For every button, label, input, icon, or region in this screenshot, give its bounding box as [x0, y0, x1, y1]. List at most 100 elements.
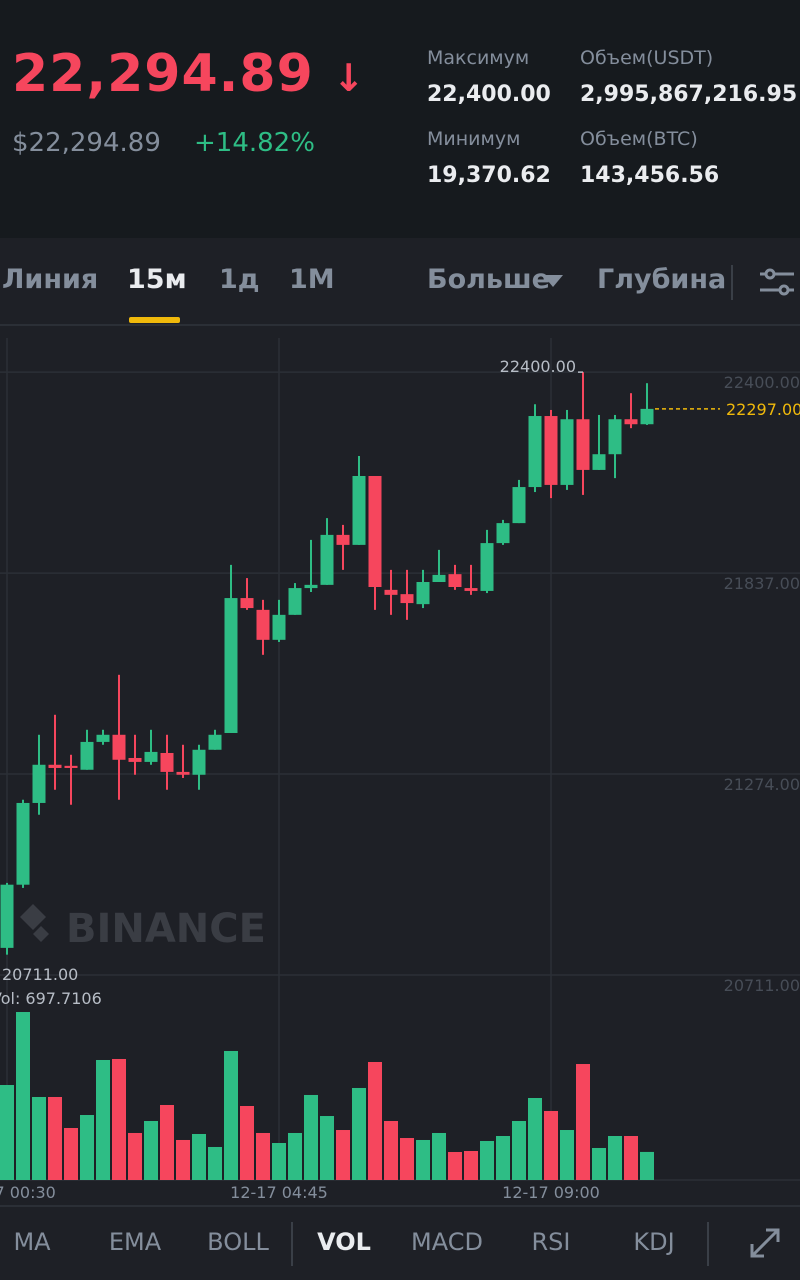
- volume-bar: [224, 1050, 238, 1180]
- volume-bar: [592, 1147, 606, 1180]
- stat-value: 143,456.56: [580, 163, 720, 188]
- candle-body: [624, 419, 638, 425]
- volume-bar: [0, 1085, 14, 1180]
- volume-bar: [304, 1094, 318, 1180]
- grid: [0, 338, 800, 1180]
- volume-bar: [128, 1132, 142, 1180]
- candle-body: [176, 771, 190, 775]
- indicator[interactable]: RSI: [531, 1228, 571, 1256]
- settings-icon[interactable]: [760, 268, 794, 296]
- volume-bar: [32, 1096, 46, 1180]
- candle-body: [640, 408, 654, 425]
- tab[interactable]: 1М: [289, 264, 335, 295]
- volume-bar: [288, 1132, 302, 1180]
- tab[interactable]: Глубина: [597, 264, 727, 295]
- volume-bar: [416, 1139, 430, 1180]
- volume-bar: [192, 1133, 206, 1180]
- volume-bar: [640, 1151, 654, 1180]
- volume-bar: [560, 1130, 574, 1180]
- volume-bar: [256, 1132, 270, 1180]
- volume-bar: [352, 1087, 366, 1180]
- volume-bar: [448, 1152, 462, 1180]
- candle-body: [336, 534, 350, 545]
- candle-body: [544, 416, 558, 485]
- candle-body: [448, 574, 462, 588]
- tab[interactable]: Линия: [2, 264, 99, 295]
- volume-bar: [208, 1146, 222, 1180]
- candle-body: [352, 475, 366, 545]
- candle-body: [304, 584, 318, 589]
- candle-body: [416, 582, 430, 605]
- header: 22,294.89 ↓ $22,294.89 +14.82% Максимум …: [0, 0, 800, 238]
- indicator[interactable]: EMA: [108, 1228, 162, 1256]
- candle-body: [464, 588, 478, 591]
- candle-body: [592, 454, 606, 470]
- volume-bar: [96, 1059, 110, 1180]
- volume-bar: [512, 1121, 526, 1180]
- tab[interactable]: 15м: [127, 264, 187, 295]
- volume-bar: [240, 1106, 254, 1180]
- volume-bar: [320, 1116, 334, 1180]
- volume-label: Vol: 697.7106: [0, 989, 102, 1008]
- y-tick-label: 20711.00: [724, 976, 800, 995]
- volume-bar: [176, 1139, 190, 1180]
- candle-body: [0, 884, 14, 948]
- indicator[interactable]: VOL: [317, 1228, 371, 1256]
- volume-bar: [400, 1138, 414, 1180]
- volume-bar: [112, 1058, 126, 1180]
- volume-bar: [544, 1110, 558, 1180]
- candle-body: [496, 523, 510, 544]
- candle-body: [192, 749, 206, 775]
- x-tick-label: 12-17 09:00: [502, 1183, 600, 1202]
- candle-body: [144, 751, 158, 762]
- volume-bar: [64, 1127, 78, 1180]
- tab[interactable]: 1д: [219, 264, 260, 295]
- candle-body: [240, 598, 254, 609]
- y-tick-label: 21837.00: [724, 574, 800, 593]
- watermark: BINANCE: [66, 906, 266, 952]
- candle-body: [560, 419, 574, 485]
- price-arrow: ↓: [332, 56, 366, 100]
- candle-body: [480, 543, 494, 591]
- watermark-logo: [20, 904, 49, 942]
- candle-body: [80, 741, 94, 770]
- candle-body: [128, 757, 142, 762]
- candle-body: [384, 589, 398, 595]
- volume-bar: [528, 1097, 542, 1180]
- volume-bar: [608, 1136, 622, 1180]
- candle-body: [32, 764, 46, 803]
- stat-value: 2,995,867,216.95: [580, 82, 798, 107]
- volume-bar: [160, 1104, 174, 1180]
- volume-bar: [624, 1136, 638, 1180]
- volume-bar: [384, 1121, 398, 1180]
- x-tick-label: 12-17 04:45: [230, 1183, 328, 1202]
- expand-icon[interactable]: [750, 1228, 780, 1258]
- indicator[interactable]: MACD: [411, 1228, 483, 1256]
- candle-body: [208, 734, 222, 750]
- volume-bar: [368, 1062, 382, 1180]
- stat-label: Объем(USDT): [580, 47, 714, 69]
- x-tick-label: 12-17 00:30: [0, 1183, 56, 1202]
- indicator[interactable]: KDJ: [633, 1228, 675, 1256]
- candle-body: [288, 588, 302, 615]
- candle-body: [608, 419, 622, 455]
- candle-body: [512, 487, 526, 524]
- last-price-label: 22297.00: [726, 400, 800, 419]
- tab[interactable]: Больше: [427, 264, 550, 295]
- volume-bar: [144, 1121, 158, 1180]
- price: 22,294.89: [12, 44, 314, 104]
- candle-body: [368, 475, 382, 588]
- indicator[interactable]: MA: [13, 1228, 51, 1256]
- y-tick-label: 21274.00: [724, 775, 800, 794]
- y-tick-label: 22400.00: [724, 373, 800, 392]
- price-change: +14.82%: [194, 128, 315, 158]
- volume-bar: [272, 1143, 286, 1180]
- max-label: 22400.00: [500, 357, 576, 376]
- candle-body: [96, 734, 110, 742]
- volume-bar: [336, 1130, 350, 1180]
- volume-bar: [432, 1132, 446, 1180]
- candle-body: [64, 765, 78, 768]
- candle-body: [160, 752, 174, 772]
- indicator[interactable]: BOLL: [207, 1228, 269, 1256]
